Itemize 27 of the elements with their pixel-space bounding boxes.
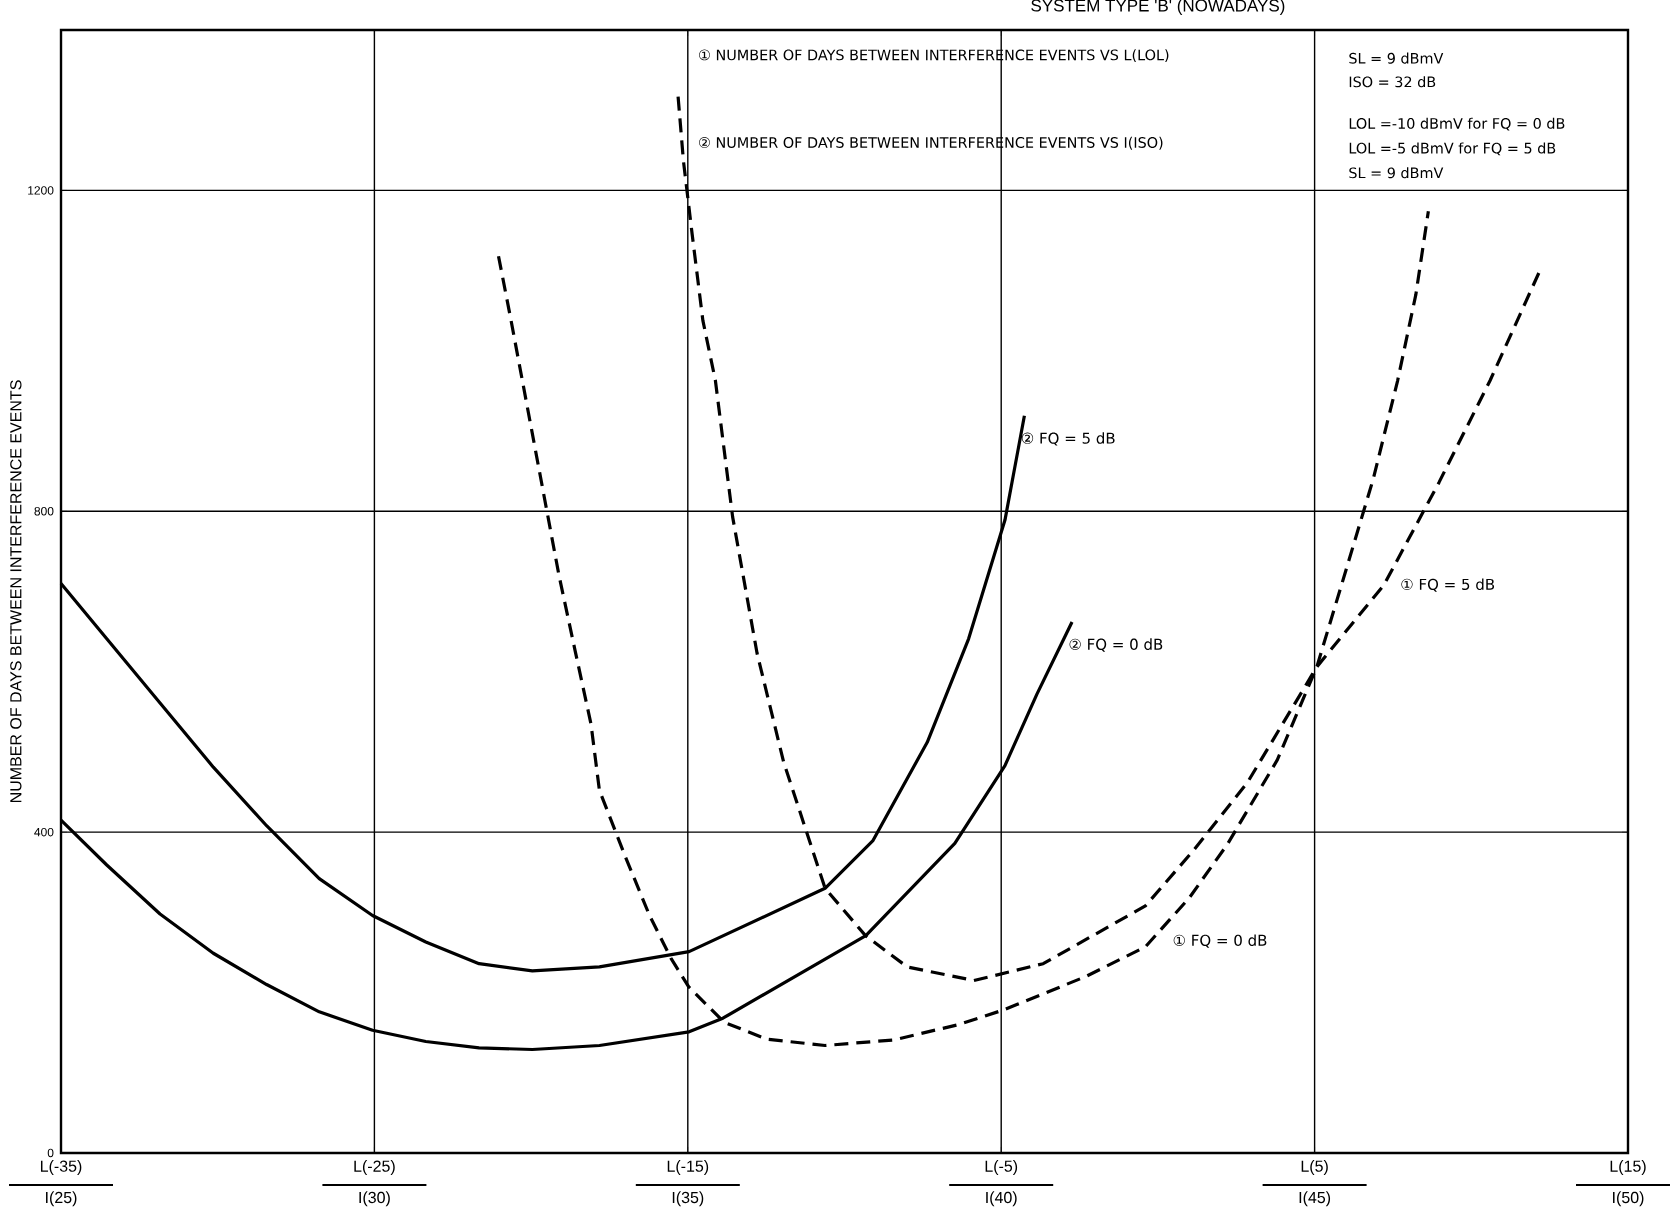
text: I(50): [1613, 1191, 1644, 1207]
y-tick-label: 400: [34, 827, 54, 837]
x-tick-label: L(-5): [985, 1160, 1018, 1175]
text: I(40): [986, 1191, 1017, 1207]
text: I(30): [359, 1191, 390, 1207]
y-tick-label: 800: [34, 507, 54, 516]
annotation: ① FQ = 0 dB: [1173, 934, 1267, 948]
text: I(25): [46, 1191, 77, 1207]
x-tick-label: L(-35): [40, 1160, 82, 1175]
text: I(45): [1299, 1191, 1331, 1207]
x-tick-label: L(5): [1301, 1160, 1328, 1175]
annotation: LOL =-5 dBmV for FQ = 5 dB: [1349, 142, 1556, 156]
x-tick-label: L(15): [1610, 1160, 1646, 1175]
annotation: ① FQ = 5 dB: [1401, 578, 1495, 592]
annotation: SL = 9 dBmV: [1349, 167, 1444, 179]
annotation: LOL =-10 dBmV for FQ = 0 dB: [1349, 117, 1565, 131]
x-tick-label: L(-15): [667, 1160, 709, 1175]
annotation: ② FQ = 5 dB: [1021, 432, 1115, 446]
chart-title: SYSTEM TYPE 'B' (NOWADAYS): [1031, 0, 1285, 15]
y-tick-label: 0: [47, 1148, 54, 1158]
text: I(35): [672, 1191, 704, 1207]
y-axis-title: NUMBER OF DAYS BETWEEN INTERFERENCE EVENTS: [10, 380, 22, 803]
annotation: ISO = 32 dB: [1349, 76, 1436, 88]
x-tick-label: L(-25): [354, 1160, 395, 1175]
y-tick-label: 1200: [28, 186, 54, 195]
annotation: SL = 9 dBmV: [1349, 52, 1444, 64]
annotation: ② FQ = 0 dB: [1069, 638, 1163, 652]
